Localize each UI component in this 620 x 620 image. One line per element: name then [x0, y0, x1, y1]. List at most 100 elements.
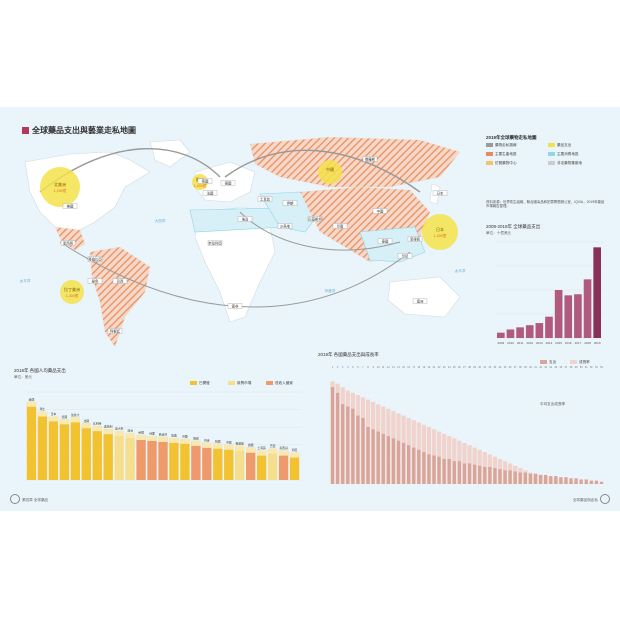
legend-swatch-icon: [540, 360, 547, 364]
spending-bar: [579, 479, 583, 484]
spending-bar: [538, 474, 543, 484]
category-label: 10: [377, 366, 380, 369]
bar: [125, 433, 135, 480]
category-label: 22: [438, 366, 441, 369]
spending-bar: [462, 463, 467, 484]
region-label: 埃及: [242, 217, 249, 222]
category-label: 中國: [226, 440, 232, 444]
bubble-label: 日本: [436, 226, 444, 232]
bar: [497, 332, 505, 338]
spending-bar: [371, 429, 375, 484]
spending-bar: [584, 479, 588, 484]
bar: [213, 443, 223, 480]
bar-cap: [158, 436, 168, 442]
category-label: 土耳其: [257, 446, 266, 450]
category-label: 奧地利: [104, 425, 113, 429]
region-label: 日本: [437, 191, 444, 196]
category-label: 法國: [83, 419, 89, 423]
tick-label: 2010: [507, 341, 514, 345]
bar: [289, 452, 300, 480]
greenland-shape: [149, 139, 191, 168]
region-label: 沙烏地: [280, 224, 291, 229]
bar-cap: [235, 445, 245, 451]
region-label: 秘魯: [92, 279, 99, 284]
category-label: 23: [443, 366, 446, 369]
category-label: 33: [494, 366, 497, 369]
spending-bar: [472, 464, 477, 484]
category-label: 20: [428, 366, 431, 369]
region-label: 阿根廷: [110, 329, 121, 334]
spending-bar: [361, 417, 365, 484]
legend-item: 已開發: [190, 381, 210, 386]
spending-bar: [330, 387, 335, 484]
region-label-box: [87, 256, 103, 262]
region-label: 法國: [207, 191, 214, 196]
category-label: 瑞典: [171, 433, 177, 437]
region-label-box: [202, 190, 218, 196]
bar: [158, 436, 168, 480]
bar: [202, 442, 212, 480]
category-label: 40: [529, 366, 532, 369]
spending-bar: [447, 458, 451, 484]
category-label: 47: [565, 366, 568, 369]
spending-bar: [554, 476, 558, 484]
bar-cap: [267, 448, 278, 454]
bar-cap: [81, 423, 91, 429]
region-label-box: [372, 208, 388, 214]
category-label: 19: [423, 366, 426, 369]
category-label: 46: [560, 366, 563, 369]
bar: [136, 435, 146, 480]
spending-bar: [437, 456, 441, 484]
tick-label: 2015: [555, 341, 562, 345]
bar-cap: [289, 452, 300, 458]
bubble-label: 拉丁美洲: [64, 286, 80, 292]
category-label: 芬蘭: [182, 434, 188, 438]
region-label-box: [407, 236, 423, 242]
region-label: 中國: [377, 209, 384, 214]
region-label-box: [227, 303, 243, 309]
category-label: 53: [595, 366, 598, 369]
bar: [191, 440, 201, 480]
legend-label: 低收入國家: [275, 381, 293, 385]
spending-bar: [381, 433, 385, 484]
spending-bar: [503, 470, 507, 484]
category-label: 38: [519, 366, 522, 369]
region-label-box: [432, 190, 448, 196]
bar: [246, 447, 256, 480]
region-label: 巴基斯坦: [308, 217, 322, 222]
category-label: 11: [382, 366, 385, 369]
folio-left-text: 第四章 全球藥品: [22, 498, 49, 502]
spending-bar: [508, 470, 512, 484]
bubble-label: 北美洲: [54, 181, 66, 187]
ocean-label: 印度洋: [325, 288, 336, 293]
legend-swatch-icon: [548, 161, 555, 165]
folio-left: 第四章 全球藥品: [8, 494, 48, 504]
tick-label: 2012: [526, 341, 533, 345]
growth-bar: [442, 433, 447, 484]
category-label: 29: [473, 366, 476, 369]
bar-cap: [48, 416, 59, 422]
spending-bar: [401, 442, 406, 484]
bar-cap: [114, 431, 124, 437]
bar: [59, 419, 70, 480]
bar-cap: [278, 450, 289, 456]
section-marker-icon: [22, 127, 29, 134]
spending-bar: [335, 392, 340, 484]
category-label: 美國: [29, 397, 35, 401]
category-label: 加拿大: [71, 413, 80, 417]
category-label: 18: [417, 366, 420, 369]
tick-label: 2009: [497, 341, 504, 345]
legend-item: 成長率: [570, 360, 590, 365]
bottom-right-chart-legend: 支出 成長率: [540, 360, 610, 366]
region-label-box: [112, 278, 128, 284]
category-label: 16: [407, 366, 410, 369]
category-label: 比利時: [93, 422, 102, 426]
route-asia-africa: [239, 211, 401, 251]
spending-bar: [386, 436, 390, 484]
category-label: 7: [362, 366, 364, 369]
region-label: 德國: [225, 181, 232, 186]
region-label-box: [332, 223, 348, 229]
spending-bar: [341, 404, 345, 484]
